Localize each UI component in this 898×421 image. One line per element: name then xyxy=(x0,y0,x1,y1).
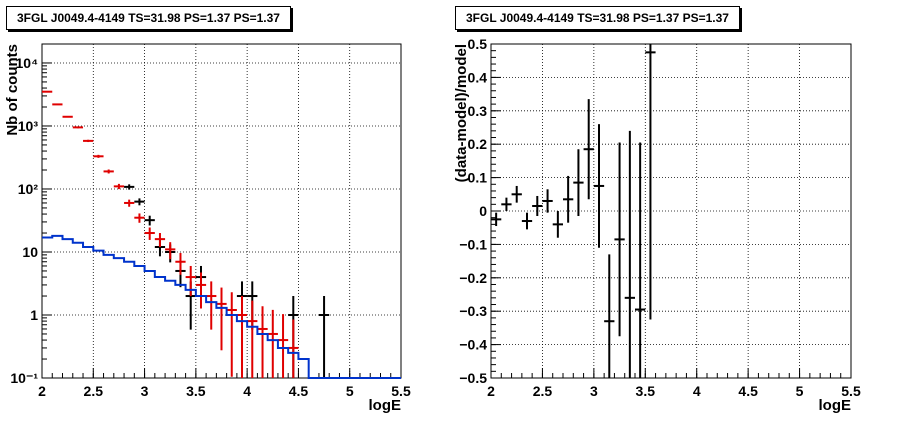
left-xtick-label: 3.5 xyxy=(186,383,206,399)
left-ytick-label: 10⁴ xyxy=(16,55,39,71)
left-ytick-label: 10² xyxy=(18,181,39,197)
right-ytick-label: 0.1 xyxy=(468,170,488,186)
left-xtick-label: 4 xyxy=(243,383,251,399)
left-xtick-label: 4.5 xyxy=(289,383,309,399)
right-ytick-label: −0.2 xyxy=(459,270,487,286)
right-xtick-label: 3.5 xyxy=(636,383,656,399)
left-ytick-label: 10³ xyxy=(18,118,39,134)
left-ytick-label: 1 xyxy=(30,307,38,323)
right-ytick-label: −0.4 xyxy=(459,337,487,353)
right-xtick-label: 4.5 xyxy=(738,383,758,399)
right-ytick-label: 0.4 xyxy=(468,69,488,85)
right-xtick-label: 2.5 xyxy=(533,383,553,399)
right-ytick-label: 0 xyxy=(479,203,487,219)
right-ytick-label: 0.2 xyxy=(468,136,488,152)
left-ytick-label: 10⁻¹ xyxy=(10,370,38,386)
right-ytick-label: −0.1 xyxy=(459,236,487,252)
left-chart-title: 3FGL J0049.4-4149 TS=31.98 PS=1.37 PS=1.… xyxy=(6,6,291,30)
right-xlabel: logE xyxy=(819,397,852,414)
left-xtick-label: 5.5 xyxy=(391,383,411,399)
left-xtick-label: 3 xyxy=(141,383,149,399)
right-xtick-label: 4 xyxy=(693,383,701,399)
left-ylabel: Nb of counts xyxy=(4,44,21,136)
left-plot: 2 2.5 3 3.5 4 4.5 5 5.5 10⁻¹ 1 10 10² 10³ 10⁴ logE Nb o… xyxy=(4,43,411,414)
right-xtick-label: 3 xyxy=(590,383,598,399)
left-xtick-label: 2 xyxy=(38,383,46,399)
right-xtick-label: 2 xyxy=(487,383,495,399)
right-ylabel: (data-model)/model xyxy=(453,44,470,182)
left-xtick-label: 5 xyxy=(346,383,354,399)
right-ytick-label: 0.5 xyxy=(468,36,488,52)
right-xtick-label: 5.5 xyxy=(841,383,861,399)
left-xtick-label: 2.5 xyxy=(84,383,104,399)
right-chart-title: 3FGL J0049.4-4149 TS=31.98 PS=1.37 PS=1.… xyxy=(455,6,740,30)
right-plot: 2 2.5 3 3.5 4 4.5 5 5.5 −0.5 −0.4 −0.3 −0.2 −0.1 0 0.1… xyxy=(453,36,861,414)
left-model-step-line xyxy=(42,234,401,379)
right-ytick-label: −0.3 xyxy=(459,303,487,319)
right-ytick-label: 0.3 xyxy=(468,103,488,119)
right-ytick-label: −0.5 xyxy=(459,370,487,386)
left-ytick-label: 10 xyxy=(22,244,38,260)
left-xlabel: logE xyxy=(369,397,402,414)
right-xtick-label: 5 xyxy=(796,383,804,399)
